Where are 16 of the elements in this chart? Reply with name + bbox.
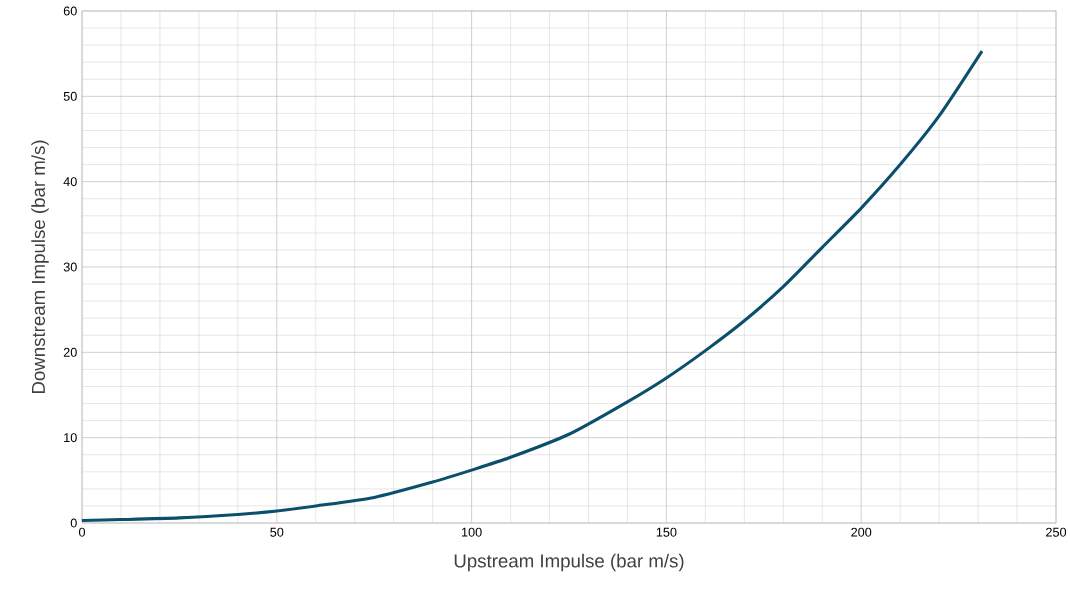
y-tick-label: 60 (63, 6, 77, 16)
y-tick-label: 50 (63, 91, 77, 101)
x-tick-label: 0 (78, 527, 86, 537)
x-tick-label: 50 (270, 527, 284, 537)
y-tick-label: 20 (63, 347, 77, 357)
y-tick-label: 10 (64, 433, 77, 443)
y-tick-label: 40 (63, 177, 77, 187)
y-tick-label: 30 (63, 262, 77, 272)
x-tick-label: 250 (1046, 527, 1067, 537)
x-tick-label: 150 (656, 527, 677, 537)
y-tick-label: 0 (70, 518, 77, 528)
y-axis-title: Downstream Impulse (bar m/s) (31, 140, 49, 394)
x-axis-title: Upstream Impulse (bar m/s) (454, 553, 684, 572)
x-tick-label: 100 (462, 527, 482, 537)
line-series (82, 49, 984, 522)
x-tick-label: 200 (851, 527, 872, 537)
